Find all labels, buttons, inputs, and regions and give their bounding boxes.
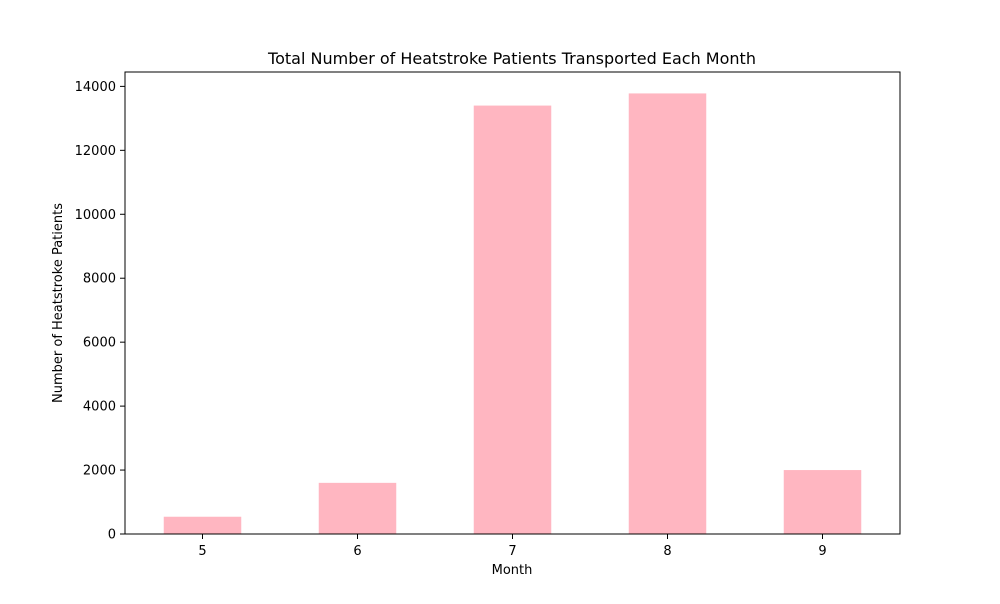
y-tick-label: 10000 — [75, 208, 116, 223]
y-tick-label: 14000 — [75, 80, 116, 95]
x-tick-label: 9 — [818, 544, 826, 559]
x-tick-label: 5 — [198, 544, 206, 559]
y-tick-label: 0 — [108, 528, 116, 543]
chart-title: Total Number of Heatstroke Patients Tran… — [267, 49, 756, 68]
x-tick-label: 6 — [353, 544, 361, 559]
y-tick-label: 12000 — [75, 144, 116, 159]
y-axis-ticks: 0 2000 4000 6000 8000 10000 12000 14000 — [75, 80, 125, 543]
y-tick-label: 8000 — [83, 272, 116, 287]
x-tick-label: 7 — [508, 544, 516, 559]
plot-frame — [124, 71, 901, 535]
bar-8 — [628, 93, 707, 535]
bar-9 — [783, 470, 862, 534]
y-tick-label: 2000 — [83, 464, 116, 479]
y-tick-label: 6000 — [83, 336, 116, 351]
y-tick-label: 4000 — [83, 400, 116, 415]
x-tick-label: 8 — [663, 544, 671, 559]
x-axis-label: Month — [492, 563, 533, 578]
bars — [163, 93, 862, 535]
bar-6 — [318, 482, 397, 534]
y-axis-label: Number of Heatstroke Patients — [51, 203, 66, 403]
bar-5 — [163, 516, 242, 534]
bar-7 — [473, 105, 552, 535]
x-axis-ticks: 5 6 7 8 9 — [198, 534, 827, 559]
